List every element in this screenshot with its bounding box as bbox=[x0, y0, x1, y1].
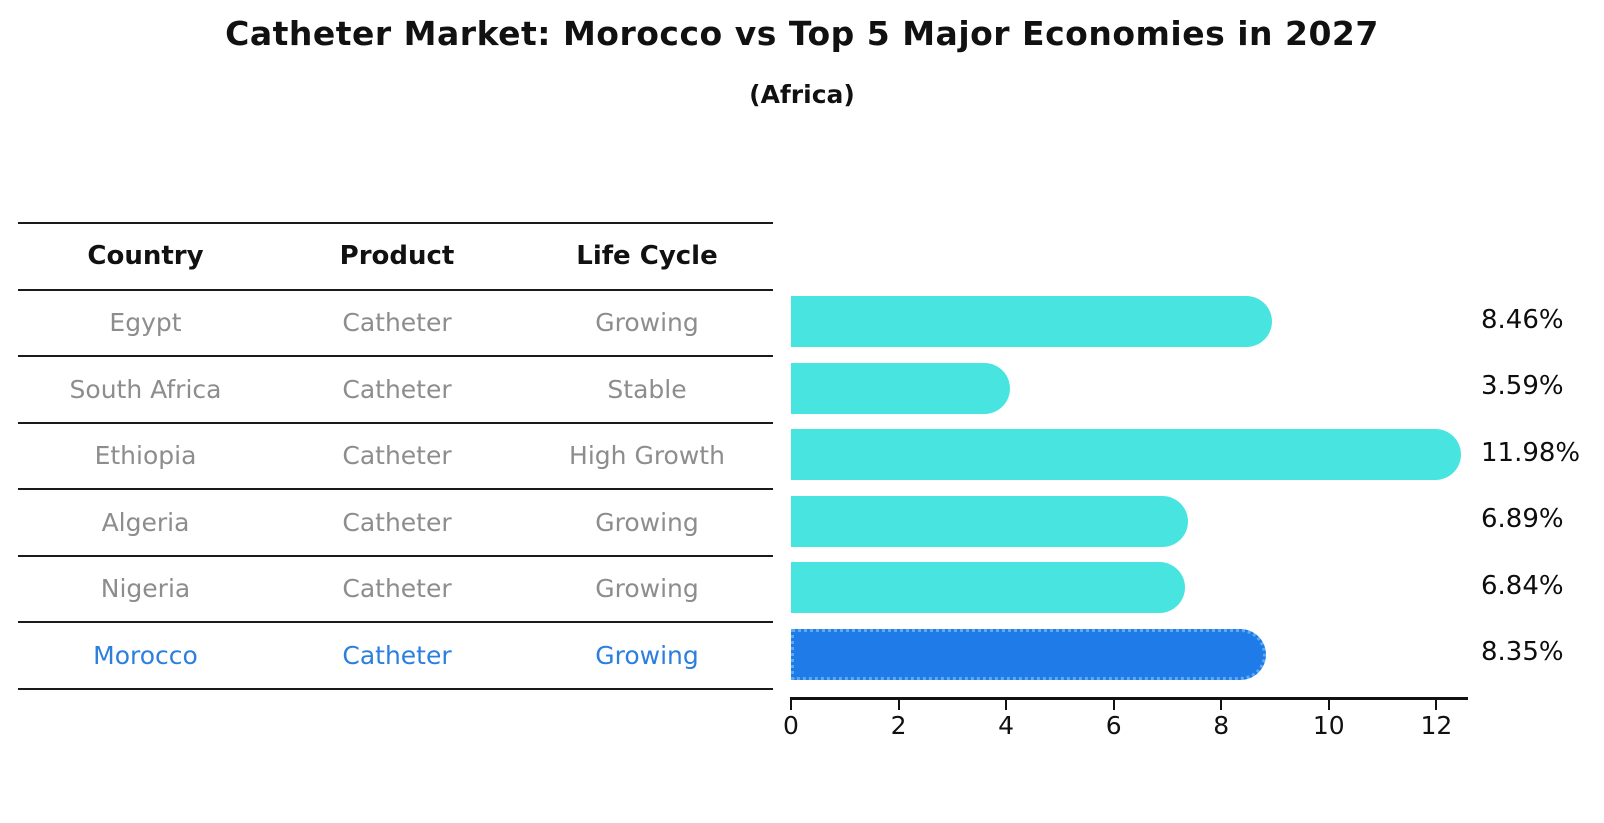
x-axis bbox=[790, 697, 1468, 700]
cell-lifecycle: Growing bbox=[595, 574, 699, 604]
tick-label: 12 bbox=[1420, 711, 1453, 740]
value-label: 8.35% bbox=[1481, 637, 1564, 668]
cell-lifecycle: Growing bbox=[595, 640, 699, 670]
bar bbox=[791, 296, 1272, 348]
page-title: Catheter Market: Morocco vs Top 5 Major … bbox=[225, 14, 1379, 53]
cell-lifecycle: High Growth bbox=[569, 441, 725, 471]
cell-lifecycle: Growing bbox=[595, 308, 699, 338]
cell-lifecycle: Stable bbox=[607, 374, 687, 404]
table-row: Egypt Catheter Growing bbox=[18, 288, 773, 356]
tick-label: 0 bbox=[783, 711, 799, 740]
cell-lifecycle: Growing bbox=[595, 507, 699, 537]
table-row: Ethiopia Catheter High Growth bbox=[18, 421, 773, 489]
value-label: 8.46% bbox=[1481, 304, 1564, 335]
axis-tick bbox=[1112, 699, 1115, 710]
table-header-row: Country Product Life Cycle bbox=[18, 222, 773, 289]
cell-product: Catheter bbox=[342, 441, 452, 471]
bar bbox=[791, 628, 1267, 680]
table-row: Morocco Catheter Growing bbox=[18, 621, 773, 688]
cell-product: Catheter bbox=[342, 640, 452, 670]
cell-country: Nigeria bbox=[100, 574, 191, 604]
cell-product: Catheter bbox=[342, 574, 452, 604]
cell-country: Ethiopia bbox=[94, 441, 197, 471]
column-header-lifecycle: Life Cycle bbox=[576, 241, 718, 272]
cell-country: Morocco bbox=[93, 640, 198, 670]
tick-label: 6 bbox=[1105, 711, 1122, 740]
cell-product: Catheter bbox=[342, 507, 452, 537]
tick-label: 4 bbox=[998, 711, 1015, 740]
table-row: Nigeria Catheter Growing bbox=[18, 554, 773, 622]
bar bbox=[791, 562, 1185, 614]
axis-tick bbox=[790, 699, 792, 710]
value-label: 3.59% bbox=[1481, 371, 1564, 402]
cell-country: South Africa bbox=[69, 374, 222, 404]
comparison-table: Country Product Life Cycle Egypt Cathete… bbox=[18, 222, 773, 690]
bar bbox=[791, 495, 1188, 547]
page-subtitle: (Africa) bbox=[749, 80, 855, 109]
axis-tick bbox=[897, 699, 900, 710]
axis-tick bbox=[1327, 699, 1330, 710]
tick-label: 10 bbox=[1312, 711, 1345, 740]
cell-product: Catheter bbox=[342, 308, 452, 338]
column-header-product: Product bbox=[339, 241, 455, 272]
bar bbox=[791, 362, 1011, 414]
cell-product: Catheter bbox=[342, 374, 452, 404]
value-label: 6.89% bbox=[1481, 504, 1564, 535]
value-label: 6.84% bbox=[1481, 570, 1564, 601]
bar bbox=[791, 429, 1462, 481]
column-header-country: Country bbox=[87, 241, 204, 272]
axis-tick bbox=[1005, 699, 1008, 710]
value-label: 11.98% bbox=[1481, 437, 1581, 468]
tick-label: 2 bbox=[890, 711, 907, 740]
cell-country: Egypt bbox=[109, 308, 182, 338]
cell-country: Algeria bbox=[101, 507, 190, 537]
tick-label: 8 bbox=[1213, 711, 1230, 740]
axis-tick bbox=[1435, 699, 1438, 710]
axis-tick bbox=[1220, 699, 1223, 710]
table-row: South Africa Catheter Stable bbox=[18, 355, 773, 422]
table-row: Algeria Catheter Growing bbox=[18, 488, 773, 555]
